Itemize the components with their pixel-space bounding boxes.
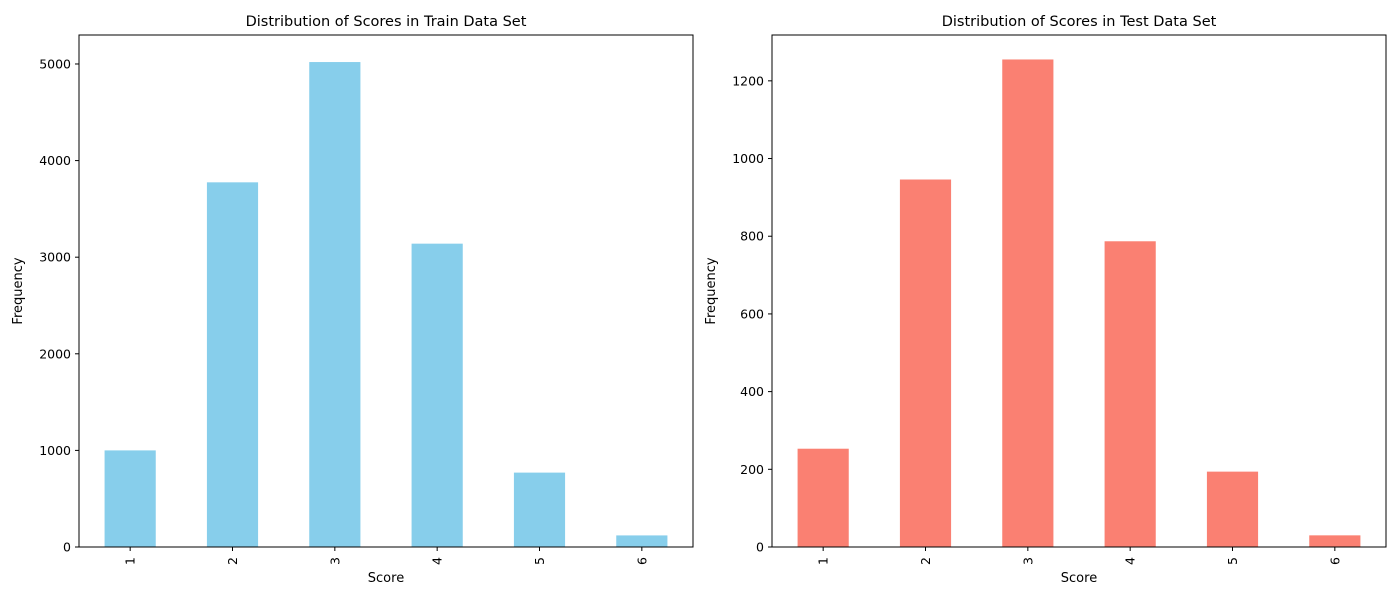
- train-bar-4: [411, 243, 463, 547]
- test-bar-4: [1104, 241, 1156, 547]
- train-x-ticks: 1 2 3 4 5 6: [123, 547, 649, 565]
- test-x-tick-label: 4: [1123, 557, 1138, 565]
- test-y-tick-label: 200: [740, 462, 764, 477]
- train-axes-frame: [78, 34, 694, 548]
- train-chart-panel: Distribution of Scores in Train Data Set…: [11, 14, 694, 586]
- test-bar-5: [1206, 471, 1259, 547]
- test-y-tick-label: 1000: [732, 151, 764, 166]
- test-chart-title: Distribution of Scores in Test Data Set: [942, 14, 1217, 30]
- test-y-tick-label: 400: [740, 384, 764, 399]
- test-x-axis-label: Score: [1061, 571, 1097, 586]
- test-y-tick-label: 1200: [732, 73, 764, 88]
- train-bar-5: [513, 472, 566, 547]
- train-x-tick-label: 1: [123, 557, 138, 565]
- test-bar-2: [899, 179, 952, 547]
- train-x-tick-label: 6: [634, 557, 649, 565]
- train-bar-1: [104, 450, 156, 547]
- test-x-tick-label: 1: [816, 557, 831, 565]
- train-bars: [104, 62, 668, 548]
- train-x-tick-label: 2: [225, 557, 240, 565]
- test-y-ticks: 0 200 400 600 800 1000 1200: [732, 73, 772, 555]
- train-bar-3: [309, 62, 361, 547]
- test-y-tick-label: 0: [756, 540, 764, 555]
- test-bars: [797, 59, 1361, 547]
- train-y-tick-label: 1000: [39, 443, 71, 458]
- test-bar-1: [797, 448, 849, 547]
- train-y-tick-label: 3000: [39, 250, 71, 265]
- test-bar-3: [1002, 59, 1054, 547]
- test-y-tick-label: 800: [740, 229, 764, 244]
- train-x-tick-label: 3: [327, 557, 342, 565]
- train-y-tick-label: 0: [63, 540, 71, 555]
- test-x-ticks: 1 2 3 4 5 6: [816, 547, 1342, 565]
- test-y-tick-label: 600: [740, 306, 764, 321]
- train-y-tick-label: 2000: [39, 346, 71, 361]
- train-x-tick-label: 5: [532, 557, 547, 565]
- test-axes-frame: [771, 34, 1387, 548]
- test-y-axis-label: Frequency: [704, 257, 719, 324]
- train-x-tick-label: 4: [430, 557, 445, 565]
- train-chart-title: Distribution of Scores in Train Data Set: [246, 14, 527, 30]
- test-x-tick-label: 5: [1225, 557, 1240, 565]
- train-bar-6: [616, 535, 668, 547]
- test-chart-panel: Distribution of Scores in Test Data Set …: [704, 14, 1387, 586]
- test-x-tick-label: 3: [1020, 557, 1035, 565]
- test-x-tick-label: 2: [918, 557, 933, 565]
- train-y-tick-label: 5000: [39, 56, 71, 71]
- train-bar-2: [206, 182, 259, 548]
- train-y-axis-label: Frequency: [11, 257, 26, 324]
- train-y-ticks: 0 1000 2000 3000 4000 5000: [39, 56, 79, 555]
- train-y-tick-label: 4000: [39, 153, 71, 168]
- train-x-axis-label: Score: [368, 571, 404, 586]
- test-x-tick-label: 6: [1327, 557, 1342, 565]
- test-bar-6: [1309, 535, 1361, 547]
